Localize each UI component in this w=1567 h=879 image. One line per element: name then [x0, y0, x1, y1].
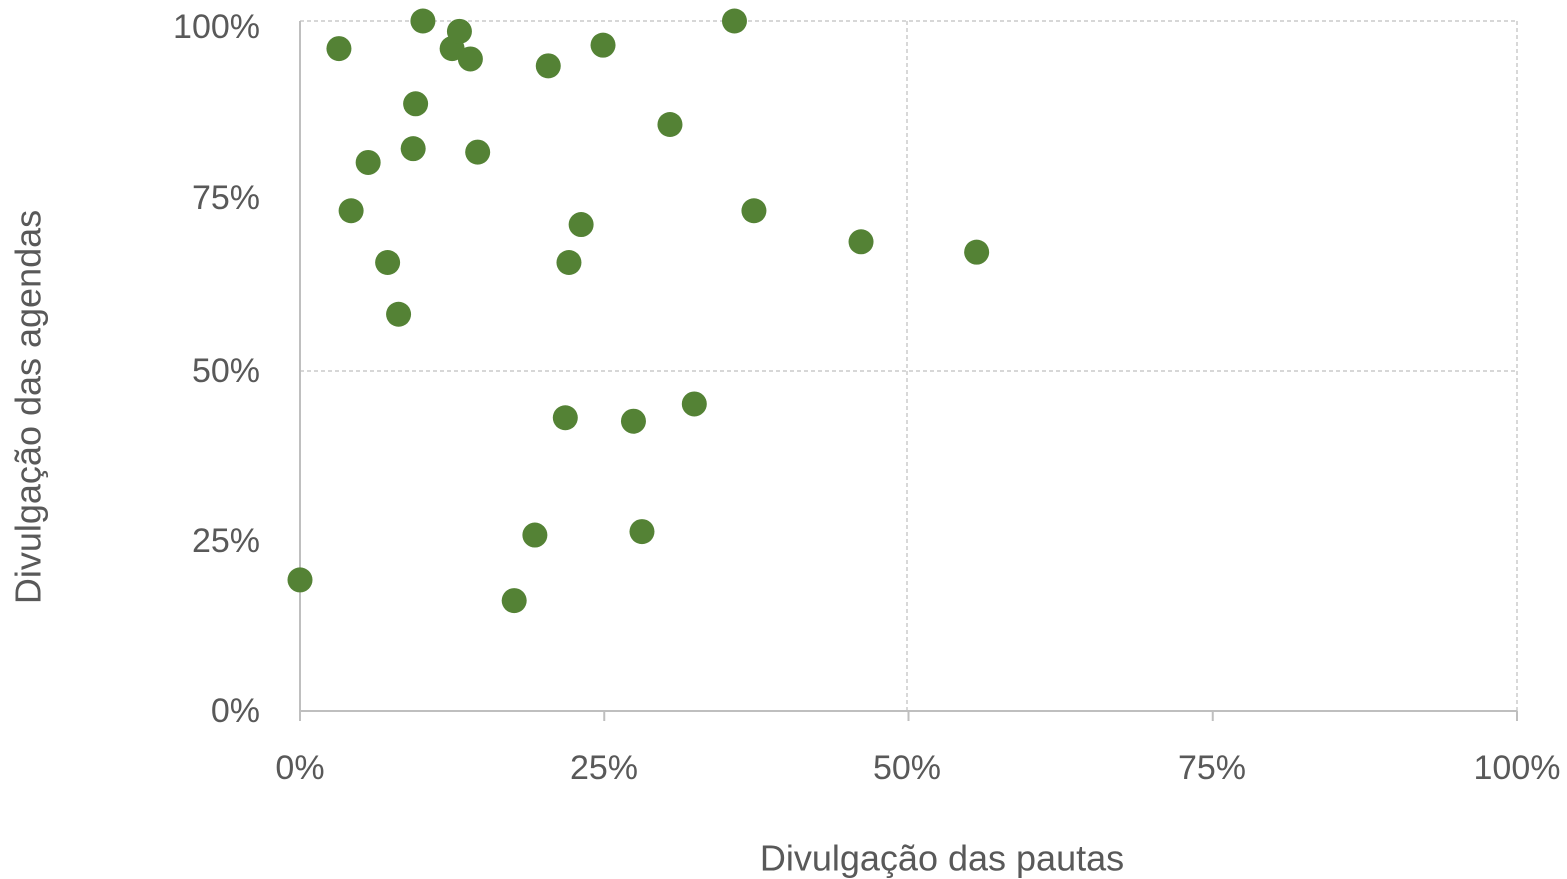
data-point [465, 139, 491, 165]
data-points [287, 8, 990, 614]
x-tick-label: 25% [570, 749, 638, 787]
x-tick-label: 0% [275, 749, 324, 787]
data-point [556, 250, 582, 275]
data-point [568, 212, 594, 238]
data-point [681, 391, 707, 417]
x-tick-labels: 0% 25% 50% 75% 100% [275, 749, 1560, 787]
x-tick-label: 50% [873, 749, 941, 787]
y-tick-label: 100% [173, 8, 260, 46]
x-tick-label: 75% [1178, 749, 1246, 787]
data-point [721, 8, 747, 34]
data-point [964, 239, 990, 265]
y-tick-label: 50% [192, 352, 260, 390]
x-axis-title: Divulgação das pautas [760, 838, 1124, 879]
data-point [657, 112, 683, 137]
data-point [848, 229, 874, 255]
data-point [590, 32, 616, 58]
y-tick-labels: 0% 25% 50% 75% 100% [173, 8, 260, 730]
data-point [400, 136, 426, 162]
data-point [535, 53, 561, 79]
data-point [629, 519, 655, 545]
data-point [457, 46, 483, 72]
data-point [410, 8, 436, 34]
data-point [446, 18, 472, 44]
x-tick-label: 100% [1474, 749, 1561, 787]
axes [299, 21, 1518, 721]
gridlines [300, 20, 1518, 711]
data-point [552, 405, 578, 431]
data-point [375, 250, 401, 275]
x-tick-marks [299, 711, 1518, 721]
y-tick-label: 0% [211, 692, 260, 730]
data-point [287, 567, 313, 593]
data-point [620, 408, 646, 434]
y-tick-label: 25% [192, 522, 260, 560]
data-point [338, 198, 364, 224]
y-axis-title: Divulgação das agendas [8, 210, 49, 604]
y-tick-label: 75% [192, 179, 260, 217]
data-point [501, 588, 527, 614]
data-point [522, 522, 548, 548]
data-point [403, 91, 429, 117]
data-point [355, 149, 381, 175]
data-point [326, 36, 352, 62]
data-point [741, 198, 767, 224]
data-point [386, 301, 412, 327]
